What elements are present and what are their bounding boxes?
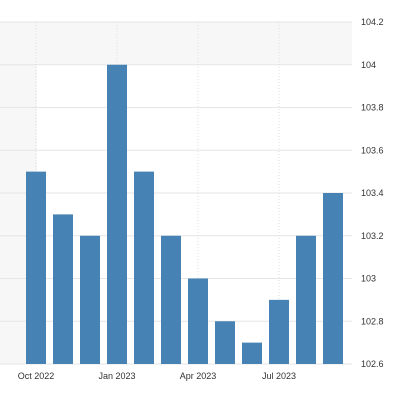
x-axis-tick-labels: Oct 2022 Jan 2023 Apr 2023 Jul 2023 [18,371,296,381]
y-axis-tick-labels: 102.6 102.8 103 103.2 103.4 103.6 103.8 104 104.… [361,17,384,369]
bar-mar-2023 [161,235,181,364]
bar-sep-2023 [323,193,343,364]
y-tick-label: 103 [361,274,376,284]
bar-feb-2023 [134,171,154,364]
y-tick-label: 104 [361,60,376,70]
bar-dec-2022 [80,235,100,364]
y-tick-label: 104.2 [361,17,384,27]
y-tick-label: 103.4 [361,188,384,198]
bar-jun-2023 [242,342,262,364]
y-tick-label: 103.2 [361,231,384,241]
y-tick-label: 103.6 [361,145,384,155]
bar-nov-2022 [53,214,73,364]
x-tick-label: Jan 2023 [98,371,135,381]
x-tick-label: Apr 2023 [180,371,217,381]
bar-aug-2023 [296,235,316,364]
y-tick-label: 103.8 [361,103,384,113]
x-tick-label: Jul 2023 [262,371,296,381]
x-tick-label: Oct 2022 [18,371,55,381]
bar-apr-2023 [188,278,208,364]
y-tick-label: 102.8 [361,316,384,326]
y-tick-label: 102.6 [361,359,384,369]
bar-oct-2022 [26,171,46,364]
bar-may-2023 [215,321,235,364]
bars [26,64,343,364]
bar-jul-2023 [269,299,289,364]
bar-jan-2023 [107,64,127,364]
